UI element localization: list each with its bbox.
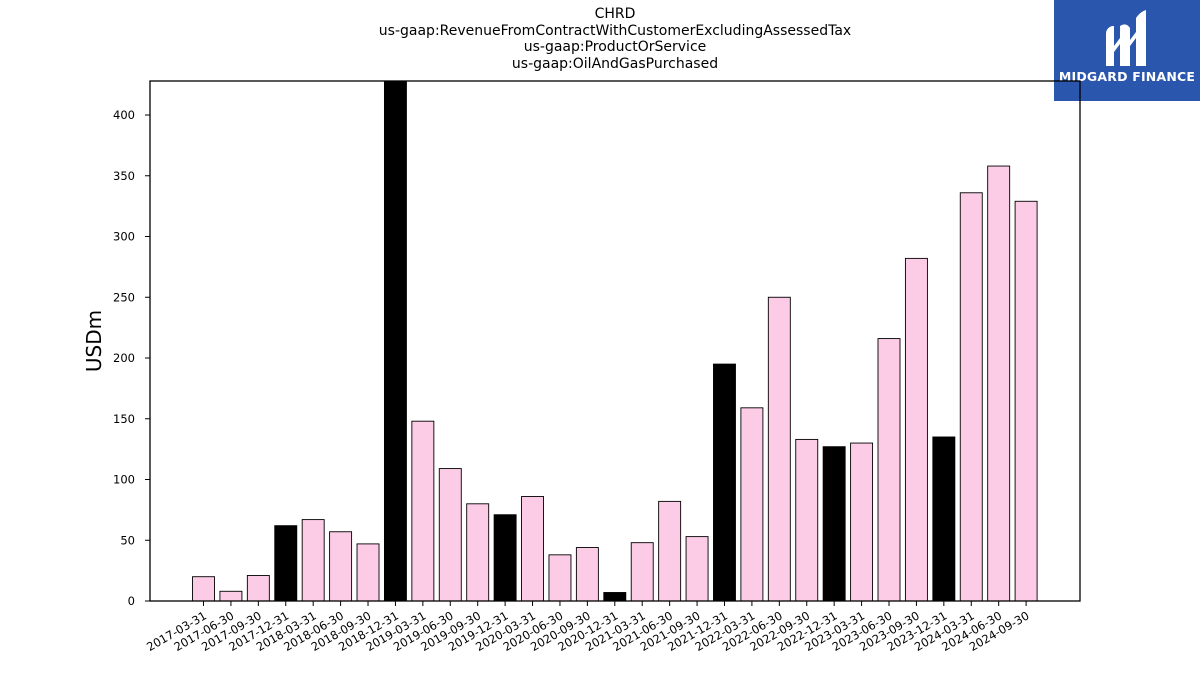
bar-2017-12-31 — [274, 525, 298, 602]
bars-group — [192, 80, 1038, 602]
bar-2019-06-30 — [438, 468, 462, 602]
bar-2020-12-31 — [603, 592, 627, 602]
y-tick-label: 350 — [113, 169, 135, 183]
midgard-finance-logo: MIDGARD FINANCE — [1054, 0, 1200, 101]
chart-title: CHRD us-gaap:RevenueFromContractWithCust… — [315, 6, 915, 72]
bar-2017-09-30 — [246, 575, 270, 602]
bar-2020-03-31 — [521, 496, 544, 602]
bar-2024-03-31 — [959, 192, 983, 602]
bar-2021-09-30 — [685, 536, 709, 602]
y-axis-label: USDm — [82, 310, 106, 372]
midgard-logo-icon — [1106, 10, 1146, 66]
y-tick-label: 150 — [113, 412, 135, 426]
title-line-member: us-gaap:OilAndGasPurchased — [511, 55, 719, 72]
bar-2022-12-31 — [822, 446, 846, 602]
bar-2019-09-30 — [466, 503, 490, 602]
bar-2017-03-31 — [192, 576, 215, 602]
bar-2024-09-30 — [1014, 200, 1038, 602]
bar-2022-03-31 — [740, 407, 764, 602]
bar-2022-06-30 — [767, 296, 791, 602]
bar-2021-12-31 — [713, 363, 736, 602]
y-tick-label: 200 — [113, 351, 135, 365]
bar-2019-12-31 — [493, 514, 517, 602]
bar-2017-06-30 — [219, 590, 243, 602]
y-tick-label: 0 — [128, 594, 135, 608]
bar-2022-09-30 — [795, 438, 819, 602]
logo-text: MIDGARD FINANCE — [1058, 69, 1196, 84]
title-line-ticker: CHRD — [594, 6, 636, 22]
bar-2023-03-31 — [850, 442, 874, 602]
y-tick-label: 300 — [113, 230, 135, 244]
y-tick-label: 100 — [113, 473, 135, 487]
bar-2023-12-31 — [932, 436, 956, 602]
title-line-concept: us-gaap:RevenueFromContractWithCustomerE… — [378, 22, 852, 39]
bar-2019-03-31 — [411, 420, 435, 602]
y-axis: 0 50 100 150 200 250 300 350 400 — [113, 108, 150, 608]
bar-2021-03-31 — [630, 542, 654, 602]
bar-2018-12-31 — [383, 80, 407, 602]
bar-2023-06-30 — [877, 338, 901, 602]
y-tick-label: 400 — [113, 108, 135, 122]
bar-2023-09-30 — [904, 257, 928, 602]
bar-2018-06-30 — [329, 531, 353, 602]
bar-2020-06-30 — [548, 554, 572, 602]
plot-frame — [149, 80, 1081, 602]
bar-2018-09-30 — [356, 543, 380, 602]
bar-2018-03-31 — [301, 519, 325, 602]
bar-2020-09-30 — [575, 547, 599, 602]
y-tick-label: 50 — [120, 533, 135, 547]
bar-2024-06-30 — [987, 165, 1011, 602]
title-line-axis: us-gaap:ProductOrService — [523, 39, 707, 55]
y-tick-label: 250 — [113, 290, 135, 304]
bar-2021-06-30 — [658, 500, 682, 602]
x-axis: 2017-03-312017-06-302017-09-302017-12-31… — [144, 601, 1032, 654]
